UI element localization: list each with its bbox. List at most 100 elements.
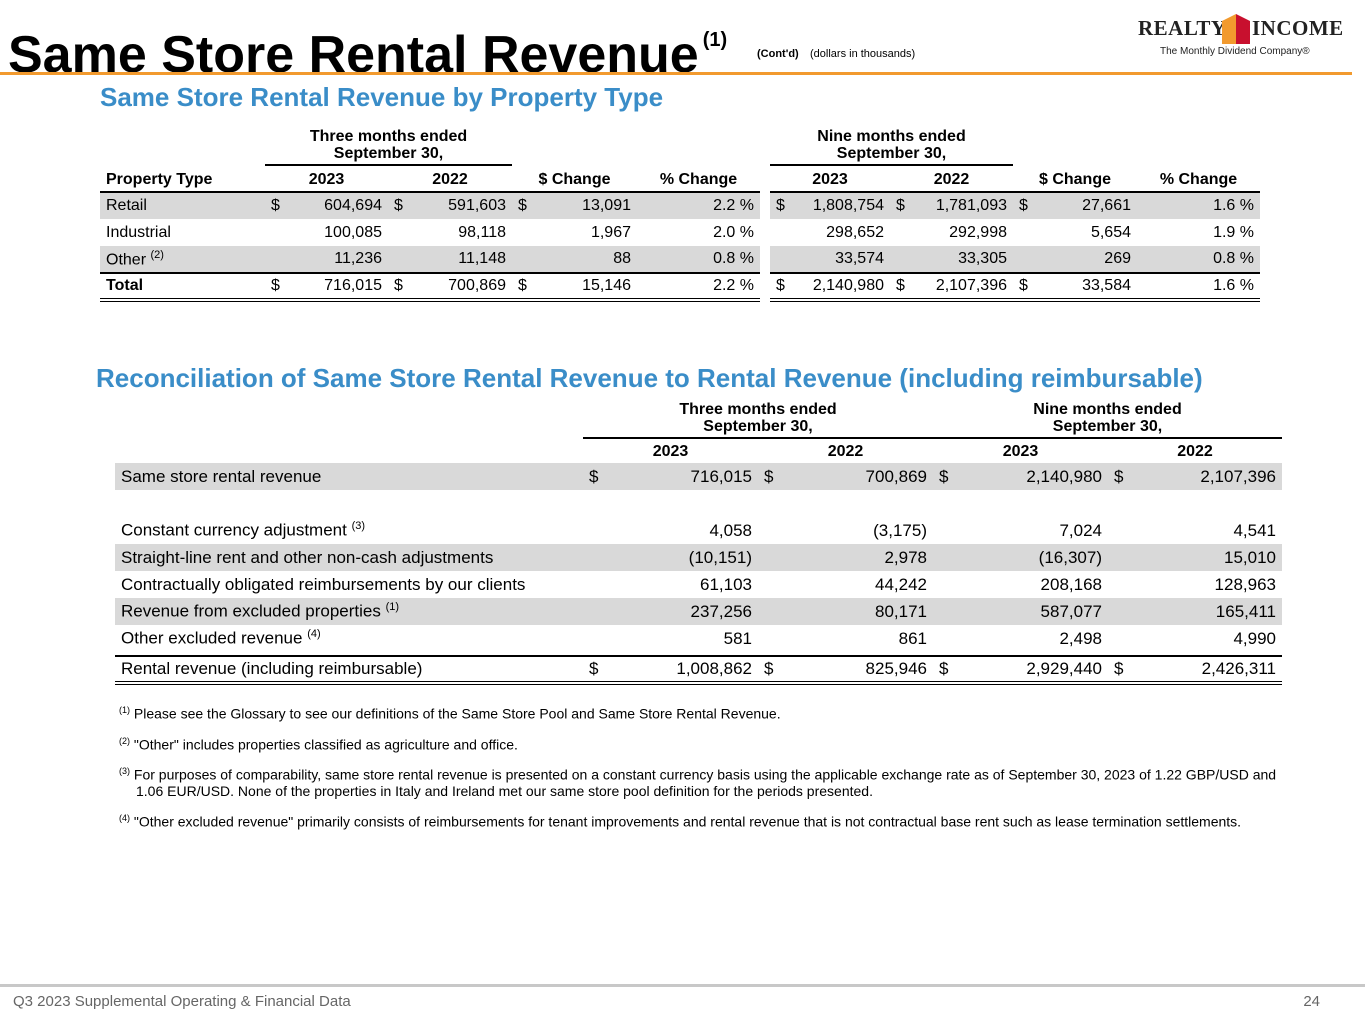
row-label: Total [106,277,144,294]
currency-sign: $ [394,277,403,294]
currency-sign: $ [896,197,905,214]
blank [115,438,583,463]
value-cell: 33,305 [890,246,1013,273]
row-label: Retail [106,197,147,214]
cell-value: 15,146 [582,277,631,294]
row-label-cell: Other excluded revenue (4) [115,625,583,652]
gap [760,192,770,219]
value-cell: 2,498 [933,625,1108,652]
value-cell: 1,967 [512,219,637,246]
value-cell: $27,661 [1013,192,1137,219]
row-note: (2) [150,248,164,261]
blank [1013,125,1260,165]
footer-rule [0,984,1365,987]
currency-sign: $ [764,659,774,678]
value-cell: $15,146 [512,272,637,302]
gap [760,165,770,192]
logo-icon [1222,14,1250,44]
row-note: (4) [307,628,321,641]
cell-value: 4,990 [1233,628,1276,648]
footnote-mark: (4) [119,812,130,823]
value-cell: 4,541 [1108,517,1282,544]
units-label: (dollars in thousands) [810,48,916,60]
value-cell: 88 [512,246,637,273]
currency-sign: $ [589,659,599,678]
column-header: 2023 [770,165,890,193]
group-header: Nine months ended September 30, [933,398,1282,439]
data-row: Retail $604,694 $591,603 $13,091 2.2 % $1,808… [100,192,1260,219]
cell-value: (16,307) [1038,547,1102,567]
cell-value: 61,103 [700,574,752,594]
cell-value: 27,661 [1082,197,1131,214]
currency-sign: $ [776,197,785,214]
row-label: Revenue from excluded properties [121,601,381,621]
cell-value: 4,058 [709,520,752,540]
group-row: Three months ended September 30, Nine mon… [100,125,1260,166]
value-cell: $716,015 [265,272,388,302]
value-cell: 2,978 [758,544,933,571]
value-cell: $2,140,980 [933,463,1108,490]
cell-value: 1,008,862 [676,659,752,678]
contd-label: (Cont'd) [757,48,799,60]
cell-value: 269 [1104,250,1131,267]
row-label-cell: Industrial [100,219,265,246]
column-header: 2022 [388,165,512,193]
cell-value: 2.2 % [713,197,754,214]
blank [115,490,1282,517]
footnote: (3) For purposes of comparability, same … [119,763,1279,799]
row-label: Industrial [106,223,171,241]
currency-sign: $ [776,277,785,294]
header-row: 2023 2022 2023 2022 [115,438,1282,463]
value-cell: 1.6 % [1137,272,1260,302]
value-cell: 98,118 [388,219,512,246]
cell-value: 700,869 [865,466,927,486]
logo-left: REALTY [1138,16,1227,40]
section-title: Reconciliation of Same Store Rental Reve… [96,363,1203,393]
cell-value: 15,010 [1224,547,1276,567]
row-label-cell: Revenue from excluded properties (1) [115,598,583,625]
row-label: Other excluded revenue [121,628,303,648]
row-label-cell: Retail [100,192,265,219]
cell-value: 128,963 [1214,574,1276,594]
cell-value: 80,171 [875,601,927,621]
row-label-cell: Rental revenue (including reimbursable) [115,655,583,685]
cell-value: 581 [723,628,752,648]
value-cell: 80,171 [758,598,933,625]
group-header: Three months ended September 30, [583,398,933,439]
cell-value: 1,808,754 [812,197,884,214]
footnote-text: "Other excluded revenue" primarily consi… [133,813,1242,830]
row-label-cell: Contractually obligated reimbursements b… [115,571,583,598]
value-cell: 269 [1013,246,1137,273]
value-cell: 1.9 % [1137,219,1260,246]
cell-value: 44,242 [875,574,927,594]
value-cell: 2.0 % [637,219,760,246]
cell-value: 98,118 [458,223,506,241]
row-label: Same store rental revenue [121,466,322,486]
column-header: $ Change [512,165,637,193]
cell-value: 7,024 [1059,520,1102,540]
cell-value: 292,998 [949,223,1007,241]
value-cell: $700,869 [758,463,933,490]
footnotes: (1) Please see the Glossary to see our d… [119,702,1279,841]
column-header: 2022 [827,443,864,460]
value-cell: 100,085 [265,219,388,246]
data-row: Same store rental revenue $716,015 $700,86… [115,463,1282,490]
blank [100,125,265,165]
value-cell: 11,148 [388,246,512,273]
cell-value: 604,694 [324,197,382,214]
row-label: Contractually obligated reimbursements b… [121,574,526,594]
value-cell: 581 [583,625,758,652]
column-header: 2022 [1177,443,1213,460]
cell-value: 2,498 [1059,628,1102,648]
column-header: 2023 [265,165,388,193]
gap [760,273,770,300]
group-row: Three months ended September 30, Nine mon… [115,398,1282,439]
row-label-cell: Other (2) [100,246,265,273]
footnote: (4) "Other excluded revenue" primarily c… [119,810,1279,830]
cell-value: 100,085 [324,223,382,241]
section-title: Same Store Rental Revenue by Property Ty… [100,82,664,112]
value-cell: 128,963 [1108,571,1282,598]
column-header: $ Change [1013,165,1137,193]
value-cell: $33,584 [1013,272,1137,302]
value-cell: 208,168 [933,571,1108,598]
